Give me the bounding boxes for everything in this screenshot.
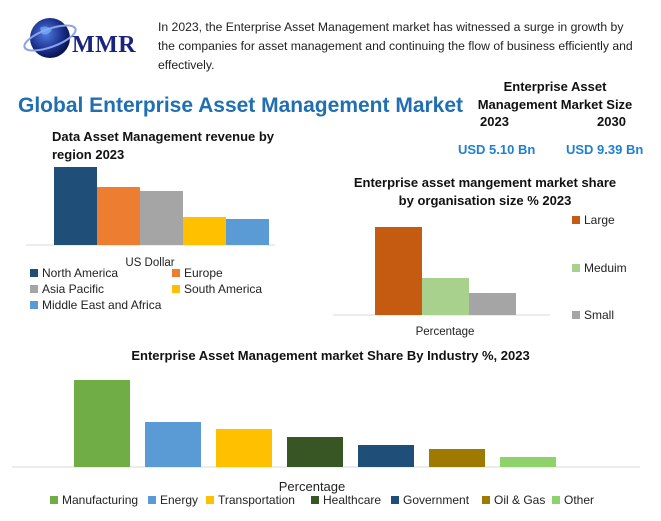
legend-swatch [30,269,38,277]
legend-item-region-south-america: South America [172,282,262,296]
legend-label: Asia Pacific [42,282,105,296]
legend-label: Meduim [584,261,627,275]
legend-item-industry-energy: Energy [148,493,198,507]
legend-item-industry-other: Other [552,493,594,507]
legend-label: Other [564,493,595,507]
legend-label: Middle East and Africa [42,298,162,312]
legend-item-industry-healthcare: Healthcare [311,493,381,507]
logo-text: MMR [72,32,137,58]
bar-industry-transportation [216,429,272,467]
intro-text: In 2023, the Enterprise Asset Management… [158,20,633,72]
bar-industry-manufacturing [74,380,130,467]
legend-swatch [391,496,399,504]
legend-label: Transportation [218,493,295,507]
legend-label: Europe [184,266,223,280]
legend-swatch [482,496,490,504]
legend-item-region-europe: Europe [172,266,223,280]
chart-orgsize-xlabel: Percentage [416,326,475,338]
bar-industry-other [500,457,556,467]
legend-label: Healthcare [323,493,382,507]
bar-region-middle-east-and-africa [226,219,269,245]
bar-industry-oil-and-gas [429,449,485,467]
bar-industry-healthcare [287,437,343,467]
legend-swatch [572,311,580,319]
bar-industry-energy [145,422,201,467]
legend-swatch [30,301,38,309]
legend-swatch [30,285,38,293]
bar-region-south-america [183,217,226,245]
market-size-value-start: USD 5.10 Bn [458,142,536,157]
legend-label: North America [42,266,119,280]
bar-region-europe [97,187,140,245]
legend-item-industry-oil-and-gas: Oil & Gas [482,493,545,507]
market-size-title-line1: Enterprise Asset [503,79,607,94]
globe-icon [23,18,77,58]
legend-item-region-asia-pacific: Asia Pacific [30,282,104,296]
legend-item-orgsize-meduim: Meduim [572,261,627,275]
legend-label: Manufacturing [62,493,139,507]
legend-label: South America [184,282,263,296]
legend-item-region-north-america: North America [30,266,118,280]
market-size-year-end: 2030 [597,114,626,129]
chart-industry-xlabel: Percentage [279,479,346,494]
legend-swatch [311,496,319,504]
legend-swatch [206,496,214,504]
chart-orgsize-title: Enterprise asset mangement market share … [353,175,617,208]
legend-swatch [572,264,580,272]
legend-item-region-middle-east-and-africa: Middle East and Africa [30,298,161,312]
legend-swatch [552,496,560,504]
market-size-title-line2: Management Market Size [477,97,633,112]
market-size-value-end: USD 9.39 Bn [566,142,644,157]
legend-label: Small [584,308,615,322]
legend-item-industry-manufacturing: Manufacturing [50,493,138,507]
legend-label: Oil & Gas [494,493,546,507]
market-size-title: Enterprise Asset Management Market Size [460,78,650,114]
page-title: Global Enterprise Asset Management Marke… [18,94,464,117]
legend-label: Energy [160,493,199,507]
legend-swatch [148,496,156,504]
legend-swatch [172,285,180,293]
legend-swatch [172,269,180,277]
chart-region-xlabel: US Dollar [125,257,174,269]
market-size-year-start: 2023 [480,114,509,129]
legend-label: Large [584,213,615,227]
legend-item-industry-transportation: Transportation [206,493,295,507]
legend-item-orgsize-large: Large [572,213,615,227]
bar-orgsize-meduim [422,278,469,315]
bar-industry-government [358,445,414,467]
legend-label: Government [403,493,470,507]
bar-orgsize-small [469,293,516,315]
chart-region-title: Data Asset Management revenue by region … [52,129,275,162]
legend-item-industry-government: Government [391,493,469,507]
bar-region-asia-pacific [140,191,183,245]
mmr-logo: MMR [22,12,142,64]
legend-swatch [50,496,58,504]
legend-item-orgsize-small: Small [572,308,614,322]
bar-orgsize-large [375,227,422,315]
bar-region-north-america [54,167,97,245]
chart-industry-title: Enterprise Asset Management market Share… [131,348,530,363]
legend-swatch [572,216,580,224]
